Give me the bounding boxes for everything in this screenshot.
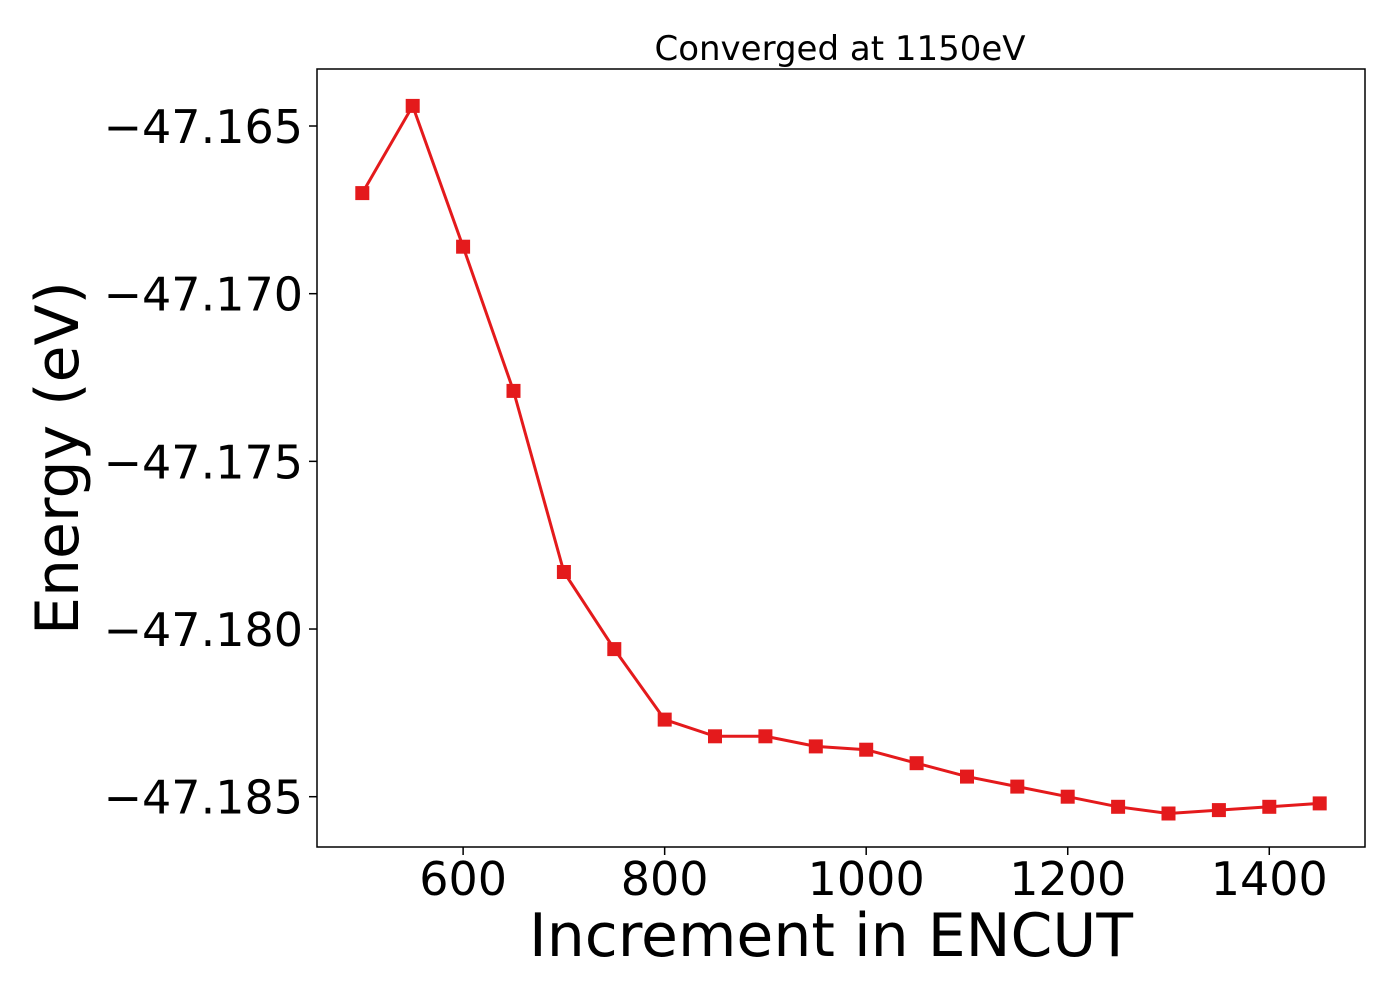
data-point-marker bbox=[607, 642, 622, 657]
y-axis-label: Energy (eV) bbox=[23, 281, 93, 635]
data-point-marker bbox=[355, 186, 370, 201]
series-markers bbox=[355, 98, 1327, 821]
y-tick-label: −47.185 bbox=[104, 771, 304, 825]
data-point-marker bbox=[909, 756, 924, 771]
x-tick-label: 600 bbox=[419, 852, 507, 906]
y-axis: −47.165 −47.170 −47.175 −47.180 −47.185 bbox=[104, 100, 317, 825]
y-tick-label: −47.180 bbox=[104, 603, 304, 657]
data-point-marker bbox=[1111, 799, 1126, 814]
data-point-marker bbox=[657, 712, 672, 727]
data-point-marker bbox=[859, 742, 874, 757]
data-point-marker bbox=[506, 383, 521, 398]
series-line bbox=[361, 102, 1320, 816]
chart-title: Converged at 1150eV bbox=[654, 29, 1025, 69]
x-axis: 600 800 1000 1200 1400 bbox=[419, 847, 1328, 906]
data-point-marker bbox=[708, 729, 722, 744]
data-point-marker bbox=[456, 239, 471, 254]
data-point-marker bbox=[556, 565, 571, 579]
data-point-marker bbox=[1161, 806, 1176, 821]
y-tick-label: −47.175 bbox=[104, 435, 304, 489]
x-tick-label: 800 bbox=[621, 852, 709, 906]
x-axis-label: Increment in ENCUT bbox=[529, 901, 1133, 971]
y-tick-label: −47.170 bbox=[104, 268, 304, 322]
data-point-marker bbox=[1312, 796, 1327, 811]
data-point-marker bbox=[808, 739, 823, 754]
x-tick-label: 1200 bbox=[1009, 852, 1126, 906]
data-point-marker bbox=[1060, 789, 1075, 804]
data-point-marker bbox=[405, 98, 420, 113]
plot-frame bbox=[316, 68, 1366, 848]
data-point-marker bbox=[1010, 779, 1025, 794]
x-tick-label: 1000 bbox=[808, 852, 925, 906]
y-tick-label: −47.165 bbox=[104, 100, 304, 154]
data-point-marker bbox=[758, 729, 773, 744]
data-point-marker bbox=[1211, 803, 1226, 818]
data-point-marker bbox=[960, 769, 974, 784]
data-point-marker bbox=[1262, 799, 1277, 814]
x-tick-label: 1400 bbox=[1211, 852, 1328, 906]
